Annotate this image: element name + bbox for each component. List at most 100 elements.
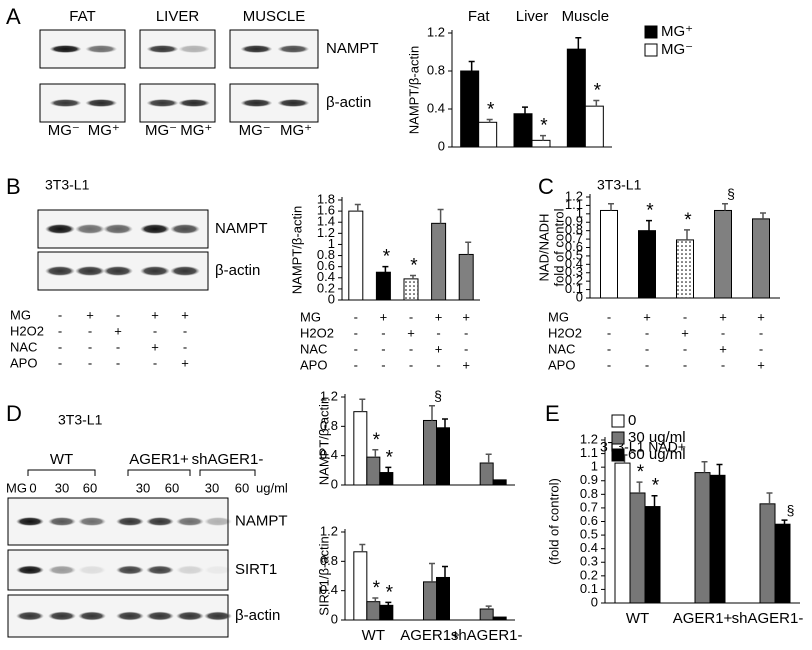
y-tick-label: 0.4 bbox=[317, 269, 335, 284]
bar bbox=[353, 551, 368, 621]
legend-swatch bbox=[611, 431, 625, 445]
blot-band bbox=[170, 266, 200, 276]
error-bar bbox=[429, 562, 435, 582]
bar bbox=[478, 121, 498, 148]
treatment-sign: - bbox=[645, 341, 649, 356]
treatment-sign: - bbox=[409, 357, 413, 372]
group-bracket bbox=[199, 469, 256, 476]
y-tick-label: 0.5 bbox=[565, 247, 583, 262]
treatment-sign: + bbox=[86, 307, 94, 322]
column-label: MUSCLE bbox=[243, 8, 306, 25]
column-label: LIVER bbox=[156, 8, 200, 25]
treatment-sign: - bbox=[153, 323, 157, 338]
treatment-sign: - bbox=[354, 357, 358, 372]
bar bbox=[366, 601, 381, 621]
treatment-sign: + bbox=[462, 309, 470, 324]
blot-band bbox=[240, 45, 273, 53]
error-bar bbox=[465, 241, 472, 255]
treatment-sign: - bbox=[58, 355, 62, 370]
panel-letter: E bbox=[545, 401, 560, 426]
bar bbox=[492, 479, 507, 486]
blot-band bbox=[176, 611, 204, 621]
error-bar bbox=[485, 605, 492, 609]
treatment-sign: - bbox=[116, 307, 120, 322]
panel-letter: D bbox=[6, 401, 22, 426]
treatment-sign: + bbox=[462, 357, 470, 372]
treatment-sign: - bbox=[607, 341, 611, 356]
bar bbox=[375, 271, 391, 301]
bar bbox=[458, 253, 474, 301]
y-tick-label: 0.9 bbox=[565, 214, 583, 229]
treatment-sign: - bbox=[645, 325, 649, 340]
annotation: § bbox=[787, 502, 795, 518]
treatment-sign: - bbox=[88, 323, 92, 338]
treatment-sign: + bbox=[114, 323, 122, 338]
bar bbox=[600, 209, 618, 299]
x-tick-label: Fat bbox=[468, 8, 491, 25]
y-tick-label: 0.3 bbox=[580, 554, 598, 569]
treatment-sign: + bbox=[151, 307, 159, 322]
treatment-name: APO bbox=[548, 357, 575, 372]
panel-letter: A bbox=[6, 4, 21, 29]
error-bar bbox=[437, 208, 444, 224]
treatment-sign: - bbox=[354, 341, 358, 356]
treatment-name: MG bbox=[548, 309, 569, 324]
y-tick-label: 0 bbox=[328, 291, 335, 306]
bar bbox=[752, 218, 770, 299]
panel-letter: B bbox=[6, 174, 21, 199]
error-bar bbox=[701, 460, 708, 473]
annotation: * bbox=[386, 582, 394, 603]
blot-band bbox=[178, 45, 210, 53]
bar bbox=[566, 48, 586, 148]
dose-label: 30 bbox=[136, 480, 150, 495]
annotation: * bbox=[383, 247, 391, 268]
bar bbox=[403, 278, 419, 301]
annotation: * bbox=[386, 447, 394, 468]
y-tick-label: 1.2 bbox=[580, 431, 598, 446]
dose-label: 30 bbox=[205, 480, 219, 495]
y-tick-label: 0.8 bbox=[320, 418, 338, 433]
treatment-sign: - bbox=[683, 309, 687, 324]
treatment-sign: - bbox=[354, 325, 358, 340]
treatment-sign: - bbox=[645, 357, 649, 372]
y-tick-label: 0 bbox=[576, 289, 583, 304]
dose-unit: ug/ml bbox=[256, 480, 288, 495]
error-bar bbox=[646, 219, 652, 231]
blot-band bbox=[45, 224, 75, 234]
treatment-sign: + bbox=[407, 325, 415, 340]
dose-label: 0 bbox=[29, 480, 36, 495]
treatment-sign: - bbox=[607, 325, 611, 340]
error-bar bbox=[429, 405, 435, 421]
legend-label: MG⁻ bbox=[661, 41, 693, 58]
y-tick-label: 0.2 bbox=[565, 273, 583, 288]
y-tick-label: 1.4 bbox=[317, 214, 335, 229]
treatment-sign: - bbox=[58, 339, 62, 354]
treatment-sign: - bbox=[381, 341, 385, 356]
dose-label: 30 bbox=[55, 480, 69, 495]
bar bbox=[460, 70, 480, 148]
treatment-sign: - bbox=[116, 355, 120, 370]
treatment-sign: - bbox=[607, 357, 611, 372]
error-bar bbox=[485, 453, 492, 463]
row-label: SIRT1 bbox=[235, 561, 277, 578]
y-tick-label: 0.4 bbox=[427, 100, 445, 115]
blot-band bbox=[146, 565, 174, 575]
error-bar bbox=[760, 212, 766, 219]
blot-band bbox=[277, 45, 310, 53]
y-tick-label: 1.1 bbox=[580, 445, 598, 460]
blot-band bbox=[45, 266, 75, 276]
lane-label: MG⁻ bbox=[239, 122, 271, 139]
dose-label: 60 bbox=[235, 480, 249, 495]
lane-label: MG⁺ bbox=[180, 122, 212, 139]
treatment-sign: + bbox=[435, 341, 443, 356]
annotation: * bbox=[373, 430, 381, 451]
y-axis-label: NAMPT/β-actin bbox=[406, 46, 421, 134]
y-tick-label: 0.8 bbox=[320, 553, 338, 568]
x-tick-label: WT bbox=[362, 627, 385, 644]
blot-band bbox=[103, 266, 133, 276]
treatment-sign: - bbox=[153, 355, 157, 370]
x-tick-label: Muscle bbox=[562, 8, 610, 25]
treatment-sign: + bbox=[380, 309, 388, 324]
blot-band bbox=[146, 45, 179, 53]
